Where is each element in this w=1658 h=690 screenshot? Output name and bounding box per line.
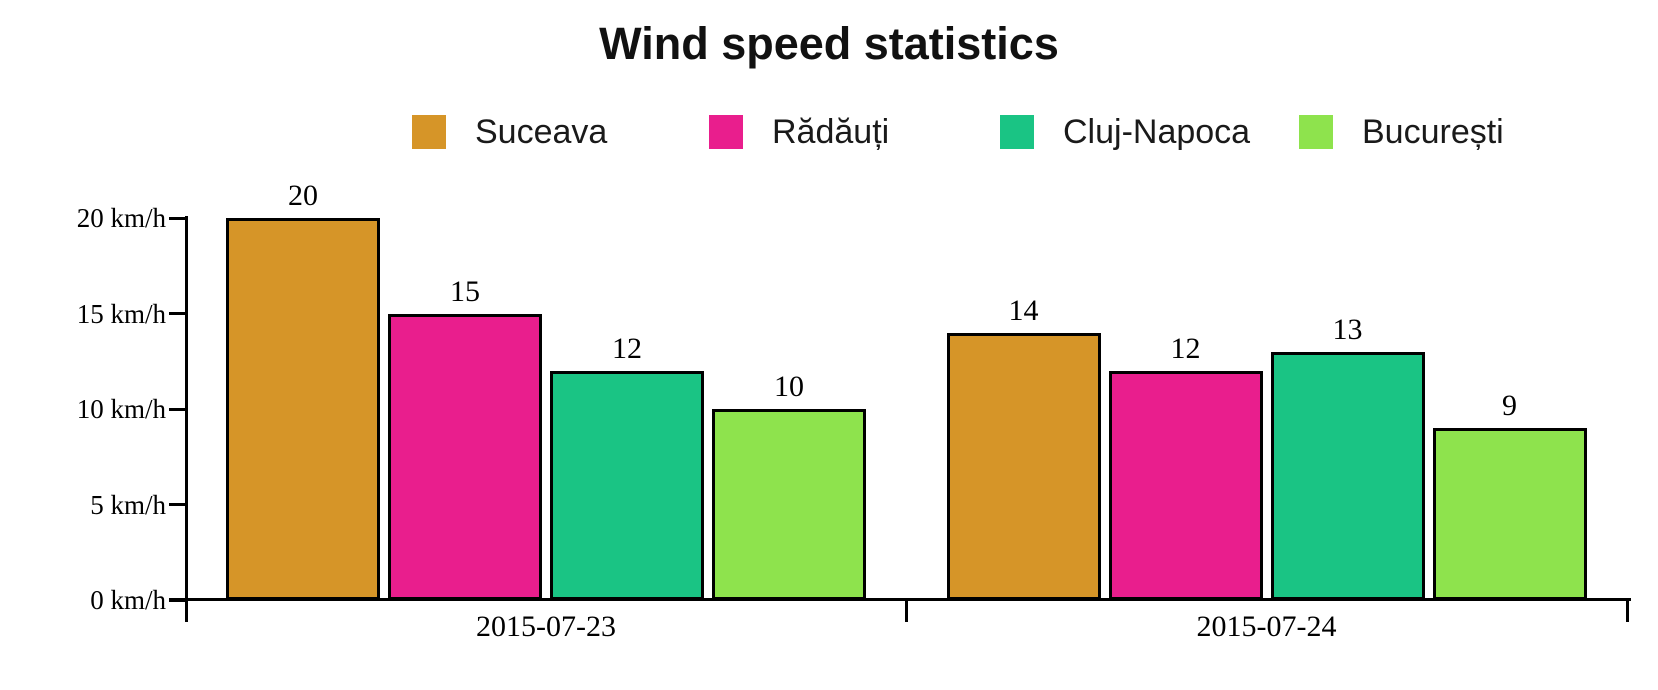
y-axis-tick: [169, 407, 187, 411]
y-axis-tick: [169, 216, 187, 220]
y-axis-tick-label: 5 km/h: [90, 489, 166, 520]
y-axis-tick-label: 0 km/h: [90, 585, 166, 615]
legend-item-label: București: [1362, 112, 1504, 151]
y-axis-tick-label: 15 km/h: [76, 298, 166, 329]
y-axis-tick-label: 20 km/h: [76, 203, 166, 233]
bar-value-label: 15: [450, 274, 480, 308]
legend-swatch-icon: [1299, 115, 1333, 149]
y-axis-tick: [169, 503, 187, 506]
x-axis-tick: [904, 601, 908, 622]
legend-swatch-icon: [1000, 115, 1034, 149]
bar-value-label: 20: [288, 179, 318, 212]
bar-value-label: 10: [774, 370, 804, 403]
y-axis-line: [185, 216, 188, 622]
bar-suceava-2015-07-24: [946, 332, 1101, 600]
legend-item-label: Suceava: [475, 112, 608, 151]
bar-bucureti-2015-07-23: [712, 409, 866, 600]
bar-value-label: 9: [1502, 389, 1517, 423]
bar-bucureti-2015-07-24: [1432, 428, 1587, 600]
legend-item-3[interactable]: Cluj-Napoca: [1000, 113, 1299, 152]
bar-suceava-2015-07-23: [226, 218, 380, 600]
legend-item-label: Cluj-Napoca: [1063, 112, 1251, 151]
legend-swatch-icon: [412, 115, 446, 149]
bar-value-label: 12: [612, 331, 642, 365]
y-axis-tick: [169, 312, 187, 315]
x-axis-category-label: 2015-07-23: [476, 610, 616, 643]
bar-value-label: 12: [1170, 331, 1201, 365]
bar-rdui-2015-07-23: [388, 313, 542, 600]
legend-item-2[interactable]: Rădăuți: [709, 113, 1000, 152]
bar-cluj-napoca-2015-07-23: [550, 370, 704, 600]
bar-rdui-2015-07-24: [1108, 370, 1263, 600]
legend-swatch-icon: [709, 115, 743, 149]
legend: Suceava Rădăuți Cluj-Napoca București: [412, 110, 1504, 154]
legend-item-4[interactable]: București: [1299, 113, 1504, 152]
x-axis-tick: [1625, 601, 1629, 622]
y-axis-tick: [169, 598, 187, 602]
bar-value-label: 13: [1332, 312, 1363, 346]
legend-item-label: Rădăuți: [772, 112, 890, 151]
chart-title: Wind speed statistics: [599, 18, 1059, 69]
bar-value-label: 14: [1008, 293, 1039, 327]
legend-item-1[interactable]: Suceava: [412, 113, 709, 152]
y-axis-tick-label: 10 km/h: [76, 394, 166, 424]
x-axis-category-label: 2015-07-24: [1196, 610, 1337, 643]
bar-cluj-napoca-2015-07-24: [1270, 351, 1425, 600]
x-axis-line: [169, 598, 1631, 601]
